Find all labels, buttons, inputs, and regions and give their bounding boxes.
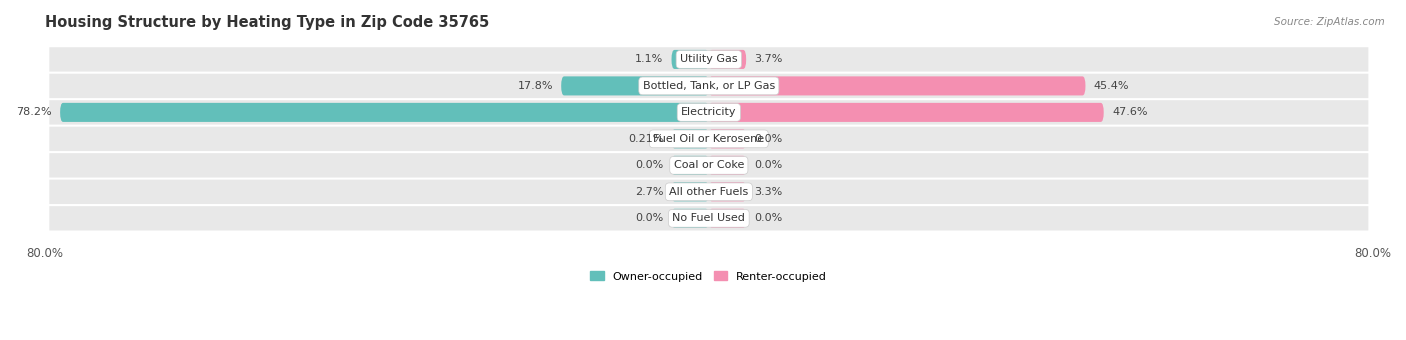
Text: 0.0%: 0.0% bbox=[755, 213, 783, 223]
FancyBboxPatch shape bbox=[672, 129, 709, 148]
Text: Housing Structure by Heating Type in Zip Code 35765: Housing Structure by Heating Type in Zip… bbox=[45, 15, 489, 30]
Text: 47.6%: 47.6% bbox=[1112, 107, 1147, 117]
Text: 45.4%: 45.4% bbox=[1094, 81, 1129, 91]
Text: 0.21%: 0.21% bbox=[628, 134, 664, 144]
FancyBboxPatch shape bbox=[709, 103, 1104, 122]
Text: No Fuel Used: No Fuel Used bbox=[672, 213, 745, 223]
FancyBboxPatch shape bbox=[709, 76, 1085, 96]
Text: Electricity: Electricity bbox=[681, 107, 737, 117]
Text: Bottled, Tank, or LP Gas: Bottled, Tank, or LP Gas bbox=[643, 81, 775, 91]
Text: 1.1%: 1.1% bbox=[636, 54, 664, 64]
FancyBboxPatch shape bbox=[60, 103, 709, 122]
FancyBboxPatch shape bbox=[49, 127, 1368, 151]
Text: 3.3%: 3.3% bbox=[755, 187, 783, 197]
FancyBboxPatch shape bbox=[49, 74, 1368, 98]
Text: All other Fuels: All other Fuels bbox=[669, 187, 748, 197]
FancyBboxPatch shape bbox=[709, 156, 747, 175]
FancyBboxPatch shape bbox=[49, 100, 1368, 124]
FancyBboxPatch shape bbox=[672, 156, 709, 175]
Text: 0.0%: 0.0% bbox=[755, 160, 783, 170]
Text: 2.7%: 2.7% bbox=[634, 187, 664, 197]
FancyBboxPatch shape bbox=[49, 180, 1368, 204]
Text: 0.0%: 0.0% bbox=[636, 160, 664, 170]
FancyBboxPatch shape bbox=[709, 50, 747, 69]
Text: Coal or Coke: Coal or Coke bbox=[673, 160, 744, 170]
FancyBboxPatch shape bbox=[709, 182, 747, 201]
Text: 0.0%: 0.0% bbox=[755, 134, 783, 144]
FancyBboxPatch shape bbox=[49, 206, 1368, 231]
FancyBboxPatch shape bbox=[672, 209, 709, 228]
FancyBboxPatch shape bbox=[709, 129, 747, 148]
Text: Fuel Oil or Kerosene: Fuel Oil or Kerosene bbox=[654, 134, 765, 144]
Text: 3.7%: 3.7% bbox=[755, 54, 783, 64]
Text: Source: ZipAtlas.com: Source: ZipAtlas.com bbox=[1274, 17, 1385, 27]
Text: 17.8%: 17.8% bbox=[517, 81, 553, 91]
Text: 78.2%: 78.2% bbox=[17, 107, 52, 117]
Text: Utility Gas: Utility Gas bbox=[681, 54, 738, 64]
Legend: Owner-occupied, Renter-occupied: Owner-occupied, Renter-occupied bbox=[586, 267, 831, 286]
Text: 0.0%: 0.0% bbox=[636, 213, 664, 223]
FancyBboxPatch shape bbox=[49, 153, 1368, 177]
FancyBboxPatch shape bbox=[49, 47, 1368, 72]
FancyBboxPatch shape bbox=[561, 76, 709, 96]
FancyBboxPatch shape bbox=[672, 50, 709, 69]
FancyBboxPatch shape bbox=[672, 182, 709, 201]
FancyBboxPatch shape bbox=[709, 209, 747, 228]
